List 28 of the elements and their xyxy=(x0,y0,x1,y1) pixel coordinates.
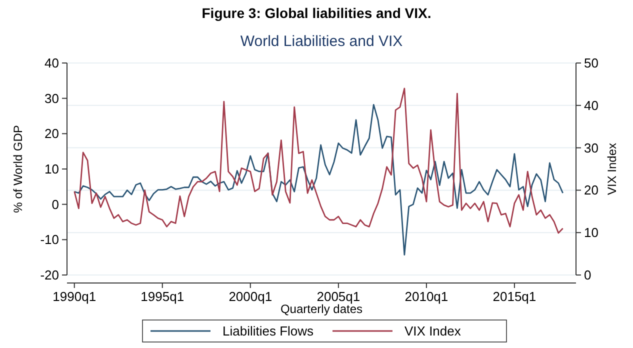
y2-tick-label: 50 xyxy=(584,56,598,70)
y2-axis-title: VIX Index xyxy=(605,142,619,196)
x-tick-label: 1995q1 xyxy=(140,289,184,304)
y2-tick-label: 30 xyxy=(584,140,598,156)
chart-title: Figure 3: Global liabilities and VIX. xyxy=(202,5,432,21)
legend-label: Liabilities Flows xyxy=(222,324,314,338)
y-tick-label: -20 xyxy=(40,268,59,282)
legend-label: VIX Index xyxy=(404,324,462,338)
x-tick-label: 2010q1 xyxy=(404,289,448,304)
x-tick-label: 2015q1 xyxy=(492,289,536,304)
x-tick-label: 2005q1 xyxy=(316,289,360,304)
y-tick-label: 40 xyxy=(44,56,59,70)
x-tick-label: 2000q1 xyxy=(228,289,272,304)
x-tick-label: 1990q1 xyxy=(52,289,96,304)
x-axis-title: Quarterly dates xyxy=(280,302,363,316)
y-tick-label: 30 xyxy=(44,90,59,106)
y2-tick-label: 40 xyxy=(584,98,598,113)
line-series xyxy=(74,104,564,256)
line-series xyxy=(74,88,564,234)
y-tick-label: -10 xyxy=(40,232,59,248)
chart-subtitle: World Liabilities and VIX xyxy=(240,33,403,50)
y2-tick-label: 0 xyxy=(584,268,592,282)
y2-tick-label: 20 xyxy=(584,182,598,198)
y2-tick-label: 10 xyxy=(584,225,598,240)
y-tick-label: 10 xyxy=(44,162,59,176)
y-axis-title: % of World GDP xyxy=(11,125,25,213)
y-tick-label: 0 xyxy=(52,196,59,212)
y-tick-label: 20 xyxy=(44,126,59,142)
